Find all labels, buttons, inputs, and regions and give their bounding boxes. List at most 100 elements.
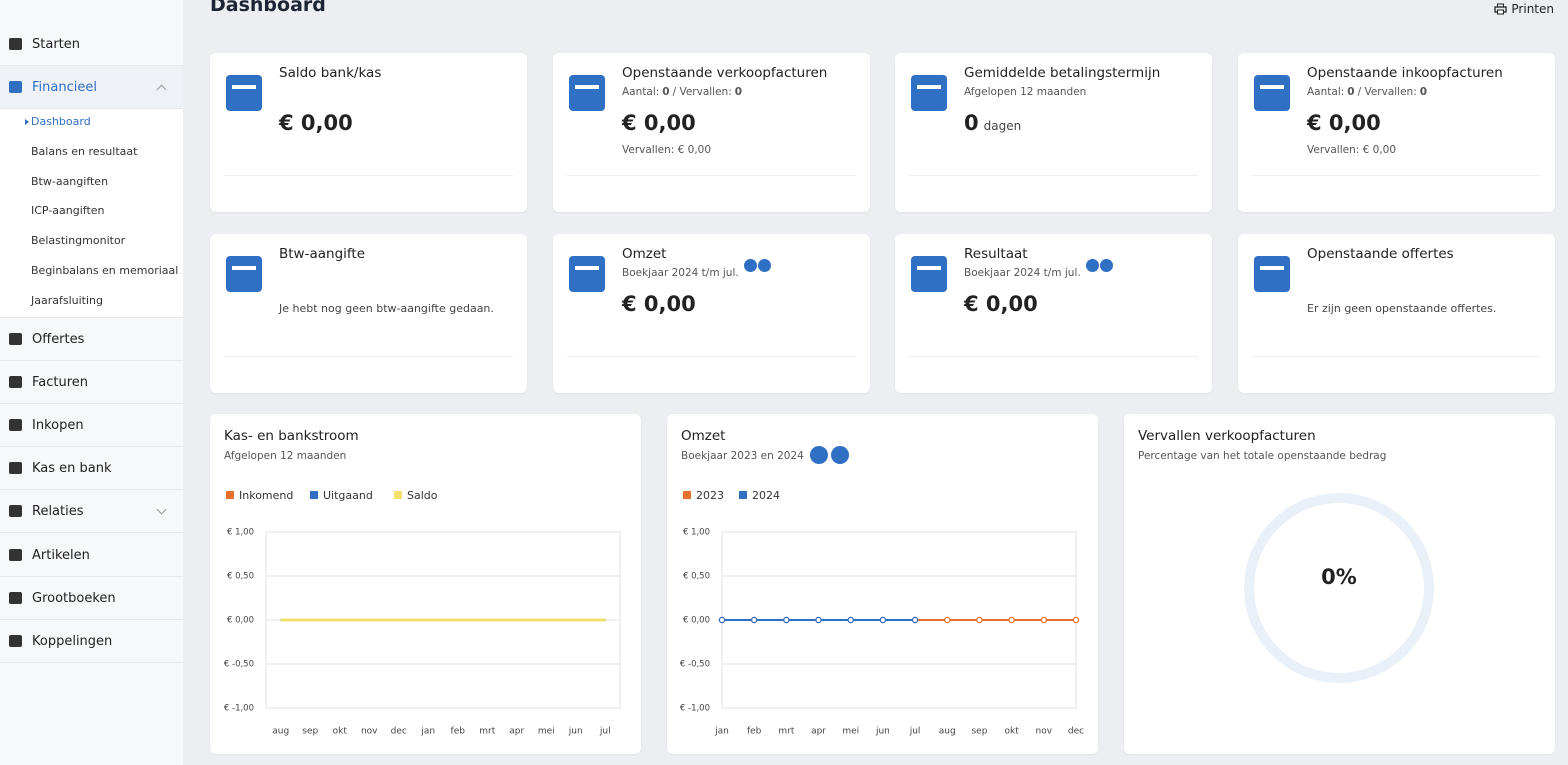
card-icon xyxy=(226,75,262,111)
submenu-item[interactable]: Beginbalans en memoriaal xyxy=(31,264,179,277)
chart-card: Kas- en bankstroom Afgelopen 12 maanden In… xyxy=(210,414,641,754)
y-tick-label: € 0,50 xyxy=(683,572,710,582)
submenu-item[interactable]: Belastingmonitor xyxy=(31,234,126,248)
meta-part: 0 xyxy=(1347,86,1355,98)
icon-detail xyxy=(1260,85,1284,89)
kpi-card: Gemiddelde betalingstermijn Afgelopen 12 … xyxy=(895,53,1212,212)
nav-label[interactable]: Inkopen xyxy=(32,417,84,433)
x-tick-label: jan xyxy=(420,727,435,737)
period-nav[interactable] xyxy=(744,259,771,272)
submenu-item[interactable]: ICP-aangiften xyxy=(31,204,105,218)
point xyxy=(750,616,758,624)
meta-part: Aantal: xyxy=(622,86,660,98)
submenu-item[interactable]: Balans en resultaat xyxy=(31,144,138,158)
point xyxy=(815,616,822,624)
nav-label[interactable]: Grootboeken xyxy=(32,590,116,606)
nav-label[interactable]: Offertes xyxy=(32,331,85,347)
print-button[interactable]: Printen xyxy=(1494,2,1554,16)
nav-label[interactable]: Financieel xyxy=(32,79,97,95)
card-message: Je hebt nog geen btw-aangifte gedaan. xyxy=(279,302,494,315)
icon-shape xyxy=(569,256,605,292)
nav-item[interactable]: Financieel xyxy=(0,66,183,109)
point xyxy=(1072,616,1080,624)
icon-detail xyxy=(575,266,599,270)
icon-shape xyxy=(226,75,262,111)
legend-label: 2023 xyxy=(696,489,724,502)
submenu-bg xyxy=(0,109,183,318)
chart-subtitle: Boekjaar 2023 en 2024 xyxy=(681,450,804,462)
nav-item[interactable]: Koppelingen xyxy=(0,620,183,663)
nav-icon xyxy=(9,549,22,561)
x-tick-label: nov xyxy=(361,727,378,737)
nav-label[interactable]: Facturen xyxy=(32,374,89,390)
card-title: Omzet xyxy=(622,246,667,262)
nav-icon xyxy=(9,592,22,604)
nav-item[interactable]: Artikelen xyxy=(0,534,183,577)
card-icon xyxy=(1254,75,1290,111)
icon-detail xyxy=(1260,266,1284,270)
legend-swatch xyxy=(739,491,747,499)
nav-arrow[interactable] xyxy=(744,259,757,272)
card-value: € 0,00 xyxy=(622,111,696,135)
nav-item[interactable]: Starten xyxy=(0,23,183,66)
x-tick-label: jul xyxy=(599,727,611,737)
nav-label[interactable]: Relaties xyxy=(32,503,84,519)
nav-item[interactable]: Inkopen xyxy=(0,404,183,447)
x-tick-label: apr xyxy=(811,727,826,737)
nav-label[interactable]: Kas en bank xyxy=(32,460,112,476)
period-nav[interactable] xyxy=(1086,259,1113,272)
submenu-item[interactable]: Jaarafsluiting xyxy=(31,293,103,307)
card-divider xyxy=(567,175,856,176)
chart-card: Omzet Boekjaar 2023 en 2024 2023 2024 € 1,00… xyxy=(667,414,1098,754)
nav-arrow xyxy=(831,446,849,464)
submenu-item[interactable]: Dashboard xyxy=(31,115,91,128)
nav-arrow[interactable] xyxy=(758,259,771,272)
value-text: € 0,00 xyxy=(622,292,696,316)
card-icon xyxy=(1254,256,1290,292)
icon-detail xyxy=(232,266,256,270)
card-divider xyxy=(224,356,513,357)
y-tick-label: € 1,00 xyxy=(683,528,710,538)
card-icon xyxy=(569,75,605,111)
nav-item[interactable]: Kas en bank xyxy=(0,447,183,490)
value-text: 0 xyxy=(964,111,979,135)
y-tick-label: € 0,50 xyxy=(227,572,254,582)
nav-arrow[interactable] xyxy=(1086,259,1099,272)
kpi-card: Resultaat Boekjaar 2024 t/m jul. € 0,00 xyxy=(895,234,1212,393)
kpi-card: Btw-aangifte Je hebt nog geen btw-aangift… xyxy=(210,234,527,393)
x-tick-label: feb xyxy=(747,727,762,737)
chevron xyxy=(156,84,167,95)
print-label[interactable]: Printen xyxy=(1511,2,1554,16)
card-title: Openstaande inkoopfacturen xyxy=(1307,65,1503,81)
nav-icon xyxy=(9,505,22,517)
nav-arrow xyxy=(810,446,828,464)
card-note: Vervallen: € 0,00 xyxy=(622,144,712,156)
nav-item[interactable]: Offertes xyxy=(0,318,183,361)
nav-item[interactable]: Grootboeken xyxy=(0,577,183,620)
nav-label[interactable]: Artikelen xyxy=(32,547,90,563)
donut-track xyxy=(1244,493,1434,683)
value-unit: dagen xyxy=(983,119,1022,133)
nav-label[interactable]: Koppelingen xyxy=(32,633,113,649)
card-subtitle: Boekjaar 2024 t/m jul. xyxy=(622,267,739,279)
value-text: € 0,00 xyxy=(279,111,353,135)
nav-item[interactable]: Relaties xyxy=(0,490,183,533)
card-subtitle: Afgelopen 12 maanden xyxy=(964,86,1087,98)
chart: Vervallen verkoopfacturen Percentage van … xyxy=(1138,428,1434,683)
submenu-item[interactable]: Btw-aangiften xyxy=(31,174,109,188)
meta-part: 0 xyxy=(1419,86,1428,98)
kpi-card: Openstaande inkoopfacturen Aantal: 0/ Verv… xyxy=(1238,53,1555,212)
nav-arrow[interactable] xyxy=(1100,259,1113,272)
legend-label: Inkomend xyxy=(239,489,293,502)
card-title: Resultaat xyxy=(964,246,1028,262)
kpi-card: Openstaande offertes Er zijn geen opensta… xyxy=(1238,234,1555,393)
value-text: € 0,00 xyxy=(1307,111,1381,135)
nav-item[interactable]: Facturen xyxy=(0,361,183,404)
card-divider xyxy=(224,175,513,176)
nav-icon xyxy=(9,333,22,345)
nav-label[interactable]: Starten xyxy=(32,36,80,52)
x-tick-label: jan xyxy=(714,727,729,737)
icon-detail xyxy=(917,85,941,89)
nav-icon xyxy=(9,38,22,50)
chevron xyxy=(156,504,167,515)
